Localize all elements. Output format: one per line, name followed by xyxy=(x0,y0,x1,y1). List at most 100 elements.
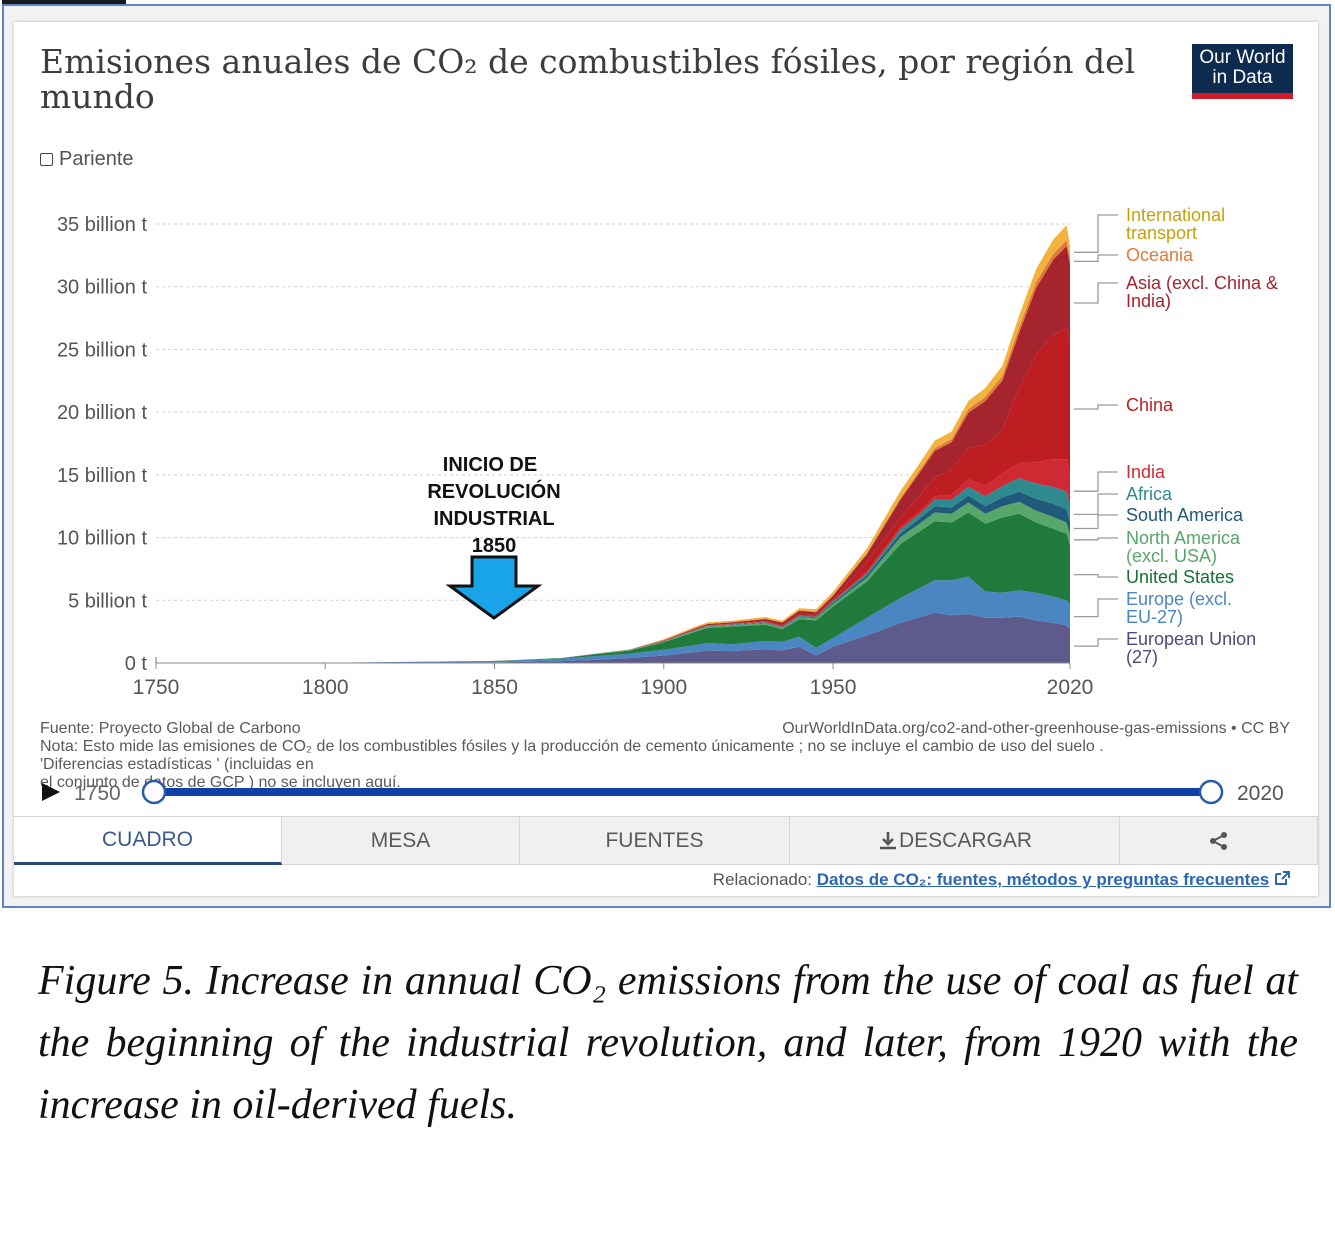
legend-text: transport xyxy=(1126,223,1197,243)
logo-red-bar xyxy=(1192,93,1293,99)
y-tick-label: 25 billion t xyxy=(57,339,148,361)
relative-toggle[interactable]: Pariente xyxy=(40,148,134,171)
logo-line-2: in Data xyxy=(1212,67,1273,88)
tab-table[interactable]: MESA xyxy=(282,817,520,865)
share-icon xyxy=(1209,831,1227,850)
relative-label: Pariente xyxy=(59,148,134,170)
y-tick-label: 20 billion t xyxy=(57,402,148,424)
legend-connector xyxy=(1074,282,1118,304)
area-united-states xyxy=(156,512,1070,663)
tab-download[interactable]: DESCARGAR xyxy=(790,817,1120,865)
play-icon[interactable] xyxy=(42,783,60,801)
area-africa xyxy=(156,478,1070,663)
legend-label-china: China xyxy=(1074,395,1174,415)
figure-caption: Figure 5. Increase in annual CO₂ emissio… xyxy=(38,958,1298,1128)
tab-share[interactable] xyxy=(1120,817,1318,865)
legend-label-europe-excl-eu-27-: Europe (excl.EU-27) xyxy=(1074,589,1232,627)
legend-text: United States xyxy=(1126,567,1234,587)
footer-url[interactable]: OurWorldInData.org/co2-and-other-greenho… xyxy=(782,720,1290,737)
x-tick-label: 1950 xyxy=(810,676,857,699)
chart-title: Emisiones anuales de CO₂ de combustibles… xyxy=(40,42,1136,116)
legend-text: EU-27) xyxy=(1126,607,1183,627)
legend-text: India) xyxy=(1126,291,1171,311)
legend-label-asia-excl-china-india-: Asia (excl. China &India) xyxy=(1074,273,1278,311)
legend-text: China xyxy=(1126,395,1174,415)
footer-note: Nota: Esto mide las emisiones de CO₂ de … xyxy=(40,738,1104,755)
timeline-start-handle[interactable] xyxy=(141,779,167,805)
legend-text: International xyxy=(1126,205,1225,225)
tab-bar: CUADRO MESA FUENTES DESCARGAR xyxy=(14,816,1318,865)
tab-download-label: DESCARGAR xyxy=(898,828,1033,852)
legend-text: Oceania xyxy=(1126,245,1194,265)
logo-line-1: Our World xyxy=(1199,47,1286,68)
legend-text: Asia (excl. China & xyxy=(1126,273,1278,293)
annotation-line-2: REVOLUCIÓN xyxy=(427,479,560,503)
legend-label-united-states: United States xyxy=(1074,567,1234,587)
y-tick-label: 30 billion t xyxy=(57,277,148,299)
y-tick-label: 5 billion t xyxy=(68,590,147,612)
timeline-track[interactable] xyxy=(154,788,1211,796)
down-arrow-icon xyxy=(445,555,543,620)
timeline-end-label: 2020 xyxy=(1237,782,1284,805)
legend-label-india: India xyxy=(1074,462,1166,492)
checkbox-icon[interactable] xyxy=(40,153,53,166)
footer-source: Fuente: Proyecto Global de Carbono xyxy=(40,720,301,737)
legend-text: North America xyxy=(1126,528,1241,548)
legend-connector xyxy=(1074,638,1118,647)
legend-connector xyxy=(1074,573,1118,578)
legend-text: European Union xyxy=(1126,629,1256,649)
owid-chart-card: Emisiones anuales de CO₂ de combustibles… xyxy=(14,22,1318,896)
legend-label-european-union-27-: European Union(27) xyxy=(1074,629,1256,667)
footer-note-3: el conjunto de datos de GCP ) no se incl… xyxy=(40,774,401,791)
area-european-union-27- xyxy=(156,612,1070,663)
industrial-revolution-annotation: INICIO DE REVOLUCIÓN INDUSTRIAL 1850 xyxy=(427,454,561,620)
legend-label-north-america-excl-usa-: North America(excl. USA) xyxy=(1074,528,1241,566)
annotation-line-3: INDUSTRIAL xyxy=(433,508,554,530)
legend-text: Africa xyxy=(1126,484,1173,504)
legend-text: South America xyxy=(1126,505,1244,525)
legend-connector xyxy=(1074,537,1118,541)
y-tick-label: 35 billion t xyxy=(57,214,148,236)
owid-logo[interactable]: Our World in Data xyxy=(1192,44,1293,99)
legend-label-africa: Africa xyxy=(1074,484,1173,516)
area-south-america xyxy=(156,491,1070,663)
tab-chart[interactable]: CUADRO xyxy=(14,817,282,865)
legend-label-south-america: South America xyxy=(1074,505,1244,530)
legend-label-oceania: Oceania xyxy=(1074,245,1194,265)
legend-text: (excl. USA) xyxy=(1126,546,1217,566)
x-tick-label: 1900 xyxy=(640,676,687,699)
timeline-end-handle[interactable] xyxy=(1198,779,1224,805)
area-north-america-excl-usa- xyxy=(156,501,1070,663)
related-label: Relacionado: xyxy=(712,870,813,889)
legend-connector xyxy=(1074,514,1118,530)
tab-sources[interactable]: FUENTES xyxy=(520,817,790,865)
annotation-line-1: INICIO DE xyxy=(443,454,537,476)
external-link-icon[interactable] xyxy=(1274,871,1290,885)
x-tick-label: 1750 xyxy=(133,676,180,699)
y-tick-label: 15 billion t xyxy=(57,465,148,487)
legend-text: Europe (excl. xyxy=(1126,589,1232,609)
related-line: Relacionado: Datos de CO₂: fuentes, méto… xyxy=(713,870,1290,890)
area-europe-excl-eu-27- xyxy=(156,576,1070,663)
related-link[interactable]: Datos de CO₂: fuentes, métodos y pregunt… xyxy=(816,870,1270,889)
legend-text: (27) xyxy=(1126,647,1158,667)
legend-connector xyxy=(1074,493,1118,516)
timeline-start-label: 1750 xyxy=(74,782,121,805)
x-tick-label: 1800 xyxy=(302,676,349,699)
footer-note-2: 'Diferencias estadísticas ' (incluidas e… xyxy=(40,756,314,773)
legend-text: India xyxy=(1126,462,1166,482)
x-tick-label: 1850 xyxy=(471,676,518,699)
legend-connector xyxy=(1074,404,1118,410)
x-tick-label: 2020 xyxy=(1047,676,1094,699)
legend-connector xyxy=(1074,254,1118,263)
download-icon xyxy=(879,831,896,849)
annotation-line-4: 1850 xyxy=(472,535,517,557)
legend-connector xyxy=(1074,598,1118,618)
emissions-chart: 0 t 5 billion t 10 billion t 15 billion t 20… xyxy=(42,205,1284,805)
y-tick-label: 10 billion t xyxy=(57,528,148,550)
timeline-slider[interactable]: 1750 2020 xyxy=(42,779,1284,805)
y-tick-label: 0 t xyxy=(125,653,148,675)
legend-connector xyxy=(1074,214,1118,253)
legend-connector xyxy=(1074,471,1118,492)
